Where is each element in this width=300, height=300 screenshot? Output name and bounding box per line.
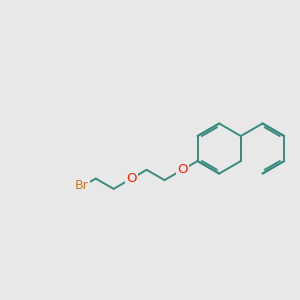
Text: O: O	[177, 163, 188, 176]
Text: O: O	[126, 172, 137, 185]
Text: Br: Br	[75, 179, 89, 192]
